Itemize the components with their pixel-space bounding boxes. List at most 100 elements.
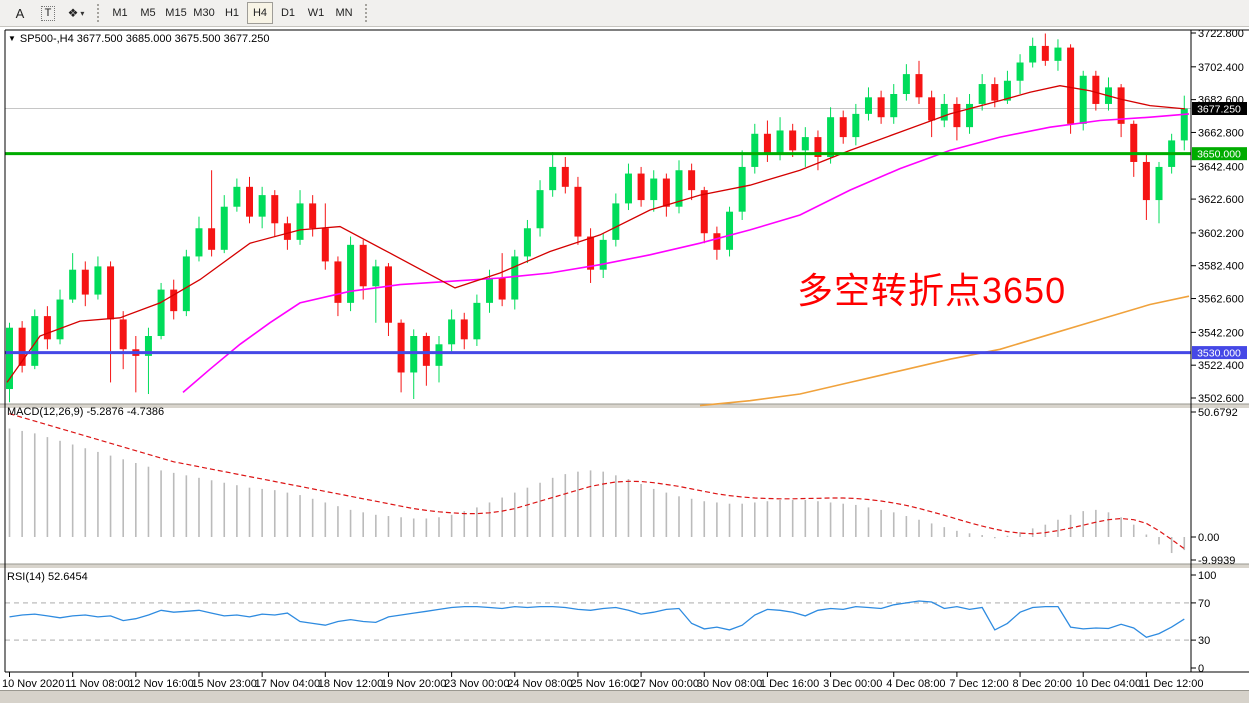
timeframe-d1[interactable]: D1	[280, 7, 296, 19]
candle-down	[587, 236, 595, 270]
candle-up	[94, 266, 102, 295]
horizontal-levels[interactable]	[5, 152, 1191, 355]
candle-down	[43, 316, 51, 340]
candle-up	[1029, 45, 1037, 63]
price-axis[interactable]: 3722.8003702.4003682.6003662.8003642.400…	[1191, 28, 1247, 405]
date-tick-label: 17 Nov 04:00	[255, 678, 320, 690]
candle-up	[195, 228, 203, 257]
candle-down	[498, 277, 506, 300]
candle-up	[56, 299, 64, 340]
macd-indicator-label: MACD(12,26,9) -5.2876 -4.7386	[7, 406, 165, 418]
candle-down	[688, 170, 696, 191]
candle-down	[561, 166, 569, 187]
toolbar: A T ❖ ▾ M1 M5 M15 M30 H1 H4 D1 W1 MN	[0, 0, 1249, 27]
date-tick-label: 23 Nov 00:00	[444, 678, 509, 690]
rsi-tick-label: 70	[1198, 598, 1210, 610]
timeframe-m1[interactable]: M1	[112, 7, 128, 19]
candle-down	[928, 97, 936, 121]
symbol-ohlc-title: SP500-,H4 3677.500 3685.000 3675.500 367…	[19, 33, 270, 45]
candle-down	[991, 84, 999, 101]
chart-text-annotation[interactable]: 多空转折点3650	[797, 270, 1067, 311]
candle-up	[410, 336, 418, 373]
candle-up	[738, 166, 746, 212]
candle-down	[1092, 75, 1100, 104]
candle-up	[827, 117, 835, 157]
price-tick-label: 3562.600	[1198, 294, 1244, 306]
price-tick-label: 3642.400	[1198, 161, 1244, 173]
rsi-panel[interactable]	[5, 600, 1191, 641]
rsi-axis[interactable]: 100 70 30 0	[1191, 570, 1216, 675]
timeframe-mn[interactable]: MN	[335, 7, 353, 19]
chart-frame	[4, 29, 1249, 673]
timeframe-h1[interactable]: H1	[224, 7, 240, 19]
date-tick-label: 7 Dec 12:00	[949, 678, 1008, 690]
candle-down	[789, 130, 797, 151]
date-tick-label: 1 Dec 16:00	[760, 678, 819, 690]
candle-down	[763, 133, 771, 154]
candle-down	[915, 74, 923, 98]
ma-mid-magenta	[182, 113, 1190, 394]
date-tick-label: 18 Nov 12:00	[318, 678, 383, 690]
date-tick-label: 3 Dec 00:00	[823, 678, 882, 690]
timeframe-m5[interactable]: M5	[140, 7, 156, 19]
candle-down	[107, 266, 115, 320]
price-tick-label: 3702.400	[1198, 62, 1244, 74]
candle-up	[890, 93, 898, 118]
candle-up	[486, 277, 494, 303]
candle-up	[6, 327, 13, 390]
macd-tick-label: -9.9939	[1198, 555, 1235, 567]
rsi-indicator-label: RSI(14) 52.6454	[7, 571, 88, 583]
price-badge-label: 3530.000	[1197, 348, 1241, 360]
candle-down	[283, 223, 291, 240]
candle-down	[334, 261, 342, 303]
candle-up	[1180, 108, 1188, 141]
candle-down	[170, 289, 178, 312]
macd-panel[interactable]	[8, 413, 1186, 554]
price-badge-label: 3650.000	[1197, 149, 1241, 161]
text-box-button[interactable]: T	[35, 2, 61, 24]
boxed-t-icon: T	[40, 5, 56, 21]
candle-down	[81, 269, 89, 295]
candle-up	[1054, 47, 1062, 61]
price-badge	[1192, 346, 1247, 360]
price-badge	[1192, 147, 1247, 161]
candle-up	[599, 239, 607, 270]
macd-tick-label: 0.00	[1198, 532, 1219, 544]
cursor-mode-button[interactable]: ❖ ▾	[63, 2, 89, 24]
candle-up	[1155, 166, 1163, 201]
candle-down	[1067, 47, 1075, 124]
toolbar-grip	[365, 4, 367, 22]
candle-down	[1117, 87, 1125, 124]
candle-down	[359, 244, 367, 287]
price-tick-label: 3522.400	[1198, 360, 1244, 372]
moving-averages	[6, 85, 1190, 407]
timeframe-m15[interactable]: M15	[165, 7, 187, 19]
candle-up	[296, 203, 304, 240]
rsi-line	[9, 600, 1185, 639]
date-tick-label: 24 Nov 08:00	[507, 678, 572, 690]
panel-backgrounds	[0, 28, 1249, 702]
candle-down	[662, 178, 670, 207]
timeframe-h4[interactable]: H4	[247, 2, 273, 24]
candle-down	[1130, 123, 1138, 162]
candle-down	[422, 336, 430, 366]
candle-up	[1016, 62, 1024, 81]
ma-fast-red	[6, 85, 1186, 383]
candles	[6, 33, 1188, 403]
candle-up	[233, 186, 241, 207]
macd-axis[interactable]: 50.6792 0.00 -9.9939	[1191, 407, 1238, 567]
candle-up	[978, 84, 986, 104]
cursor-mode-icon: ❖	[67, 6, 79, 20]
timeframe-w1[interactable]: W1	[307, 7, 325, 19]
collapse-icon[interactable]: ▼	[8, 34, 16, 43]
text-label-button[interactable]: A	[7, 2, 33, 24]
candle-down	[208, 228, 216, 250]
candle-down	[119, 319, 127, 350]
candle-down	[246, 186, 254, 217]
candle-down	[321, 228, 329, 262]
date-tick-label: 10 Nov 2020	[2, 678, 64, 690]
timeframe-m30[interactable]: M30	[193, 7, 215, 19]
candle-down	[877, 97, 885, 118]
